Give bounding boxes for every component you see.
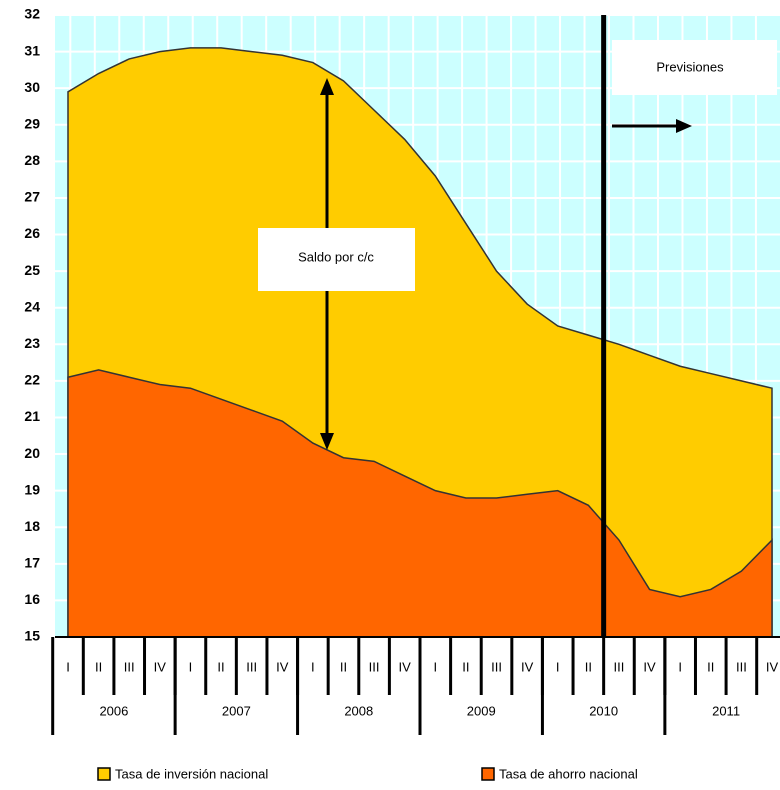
x-tick-label: III — [246, 659, 257, 674]
year-label: 2011 — [712, 703, 740, 718]
year-label: 2007 — [222, 703, 251, 718]
y-tick-label: 20 — [24, 445, 40, 461]
x-tick-label: II — [340, 659, 347, 674]
y-tick-label: 21 — [24, 408, 40, 424]
x-tick-label: IV — [521, 659, 534, 674]
x-tick-label: II — [462, 659, 469, 674]
annotation-box — [258, 228, 415, 291]
year-label: 2006 — [99, 703, 128, 718]
annotation-box — [612, 40, 777, 95]
x-tick-label: IV — [276, 659, 289, 674]
y-tick-label: 17 — [24, 555, 40, 571]
x-tick-label: IV — [643, 659, 656, 674]
y-tick-label: 16 — [24, 591, 40, 607]
y-tick-label: 31 — [24, 42, 40, 58]
arrow-head — [320, 78, 334, 95]
x-tick-label: I — [433, 659, 437, 674]
x-tick-label: IV — [399, 659, 412, 674]
x-tick-label: IV — [766, 659, 779, 674]
year-label: 2010 — [589, 703, 618, 718]
x-tick-label: II — [95, 659, 102, 674]
x-tick-label: II — [585, 659, 592, 674]
arrow-head — [320, 433, 334, 450]
y-tick-label: 19 — [24, 481, 40, 497]
area — [67, 369, 773, 638]
year-label: 2009 — [467, 703, 496, 718]
y-tick-label: 18 — [24, 518, 40, 534]
x-tick-label: II — [217, 659, 224, 674]
y-tick-label: 27 — [24, 189, 40, 205]
annotation: Saldo por c/c — [298, 249, 374, 264]
legend-swatch — [481, 767, 495, 781]
year-label: 2008 — [344, 703, 373, 718]
x-tick-label: III — [614, 659, 625, 674]
arrow-head — [676, 119, 692, 133]
x-tick-label: III — [736, 659, 747, 674]
x-tick-label: II — [707, 659, 714, 674]
legend-label: Tasa de inversión nacional — [115, 766, 268, 781]
x-tick-label: III — [124, 659, 135, 674]
legend-label: Tasa de ahorro nacional — [499, 766, 638, 781]
x-tick-label: I — [556, 659, 560, 674]
y-tick-label: 32 — [24, 6, 40, 22]
x-tick-label: I — [66, 659, 70, 674]
legend-swatch — [97, 767, 111, 781]
y-tick-label: 25 — [24, 262, 40, 278]
x-tick-label: IV — [154, 659, 167, 674]
x-tick-label: III — [491, 659, 502, 674]
y-tick-label: 23 — [24, 335, 40, 351]
annotation: Previsiones — [656, 59, 724, 74]
x-tick-label: I — [189, 659, 193, 674]
y-tick-label: 22 — [24, 372, 40, 388]
x-tick-label: I — [311, 659, 315, 674]
x-tick-label: I — [678, 659, 682, 674]
x-tick-label: III — [369, 659, 380, 674]
y-tick-label: 15 — [24, 628, 40, 644]
y-tick-label: 28 — [24, 152, 40, 168]
y-tick-label: 24 — [24, 298, 40, 314]
y-tick-label: 26 — [24, 225, 40, 241]
y-tick-label: 29 — [24, 115, 40, 131]
y-tick-label: 30 — [24, 79, 40, 95]
